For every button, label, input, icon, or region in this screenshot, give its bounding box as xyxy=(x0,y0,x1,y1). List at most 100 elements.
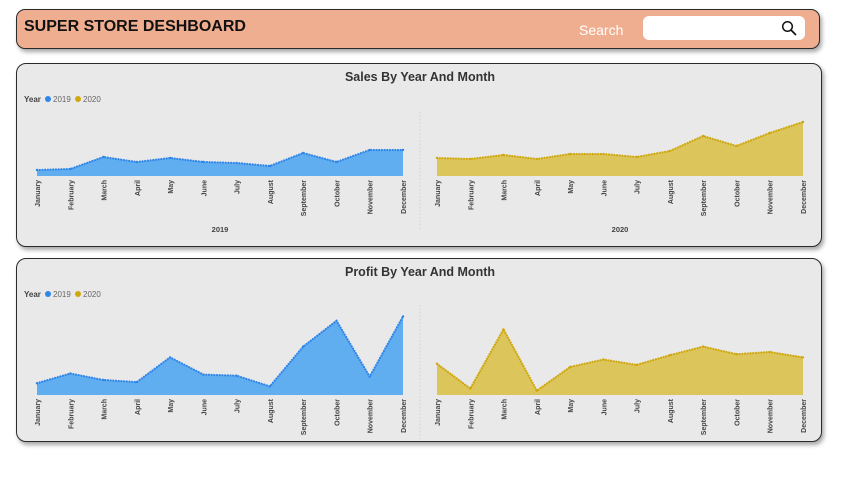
series-2019 xyxy=(35,148,405,176)
month-tick-label: May xyxy=(568,399,575,413)
month-tick-label: March xyxy=(502,399,509,420)
data-point-2020-april[interactable] xyxy=(535,157,538,161)
data-point-2020-january[interactable] xyxy=(435,362,439,365)
data-point-2020-november[interactable] xyxy=(768,131,771,135)
data-point-2019-august[interactable] xyxy=(268,385,272,388)
data-point-2019-august[interactable] xyxy=(268,164,272,168)
area-2020 xyxy=(437,329,803,395)
search-icon[interactable] xyxy=(781,20,797,36)
data-point-2019-october[interactable] xyxy=(335,160,338,164)
month-tick-label: December xyxy=(801,180,808,214)
data-point-2020-august[interactable] xyxy=(668,354,672,357)
data-point-2019-september[interactable] xyxy=(302,151,305,155)
data-point-2020-august[interactable] xyxy=(668,149,672,153)
legend-label-2019[interactable]: 2019 xyxy=(53,290,71,299)
month-tick-label: October xyxy=(734,180,741,207)
data-point-2019-december[interactable] xyxy=(401,315,405,318)
data-point-2020-february[interactable] xyxy=(469,157,472,161)
data-point-2020-october[interactable] xyxy=(735,144,738,148)
legend-marker-2019 xyxy=(45,291,51,297)
month-tick-label: April xyxy=(135,180,142,196)
data-point-2020-april[interactable] xyxy=(535,389,538,392)
profit-chart: Profit By Year And Month Year 2019 2020 Janu… xyxy=(24,265,808,441)
legend-marker-2020 xyxy=(75,291,81,297)
legend-label-2020[interactable]: 2020 xyxy=(83,95,101,104)
data-point-2019-october[interactable] xyxy=(335,319,338,322)
series-2019 xyxy=(35,315,405,395)
data-point-2019-july[interactable] xyxy=(235,374,238,377)
data-point-2020-september[interactable] xyxy=(702,134,705,138)
month-tick-label: April xyxy=(535,399,542,415)
data-point-2019-september[interactable] xyxy=(302,345,305,348)
month-tick-label: September xyxy=(701,180,708,216)
data-point-2019-may[interactable] xyxy=(168,356,172,359)
data-point-2020-january[interactable] xyxy=(435,156,439,160)
data-point-2019-february[interactable] xyxy=(69,372,72,375)
data-point-2020-july[interactable] xyxy=(635,155,638,159)
month-tick-label: January xyxy=(435,399,442,426)
dashboard-header: SUPER STORE DESHBOARD Search xyxy=(16,9,820,49)
search-box[interactable] xyxy=(643,16,805,40)
month-tick-label: May xyxy=(168,180,175,194)
data-point-2019-november[interactable] xyxy=(368,148,371,152)
month-tick-label: December xyxy=(401,180,408,214)
data-point-2020-december[interactable] xyxy=(801,120,805,124)
data-point-2020-october[interactable] xyxy=(735,353,738,356)
line-2019 xyxy=(35,148,405,172)
month-tick-label: August xyxy=(268,398,275,423)
line-2020 xyxy=(435,120,805,161)
month-tick-label: March xyxy=(502,180,509,201)
month-tick-label: May xyxy=(568,180,575,194)
data-point-2019-march[interactable] xyxy=(102,155,105,159)
legend-label-2020[interactable]: 2020 xyxy=(83,290,101,299)
month-tick-label: July xyxy=(235,180,242,194)
data-point-2020-december[interactable] xyxy=(801,356,805,359)
data-point-2020-september[interactable] xyxy=(702,345,705,348)
data-point-2019-january[interactable] xyxy=(35,382,39,385)
month-tick-label: August xyxy=(268,179,275,204)
month-tick-label: February xyxy=(468,180,475,210)
data-point-2019-july[interactable] xyxy=(235,161,238,165)
data-point-2019-february[interactable] xyxy=(69,167,72,171)
data-point-2020-november[interactable] xyxy=(768,350,771,354)
data-point-2020-february[interactable] xyxy=(469,387,472,390)
month-tick-label: April xyxy=(535,180,542,196)
month-tick-label: November xyxy=(768,180,775,215)
data-point-2020-june[interactable] xyxy=(602,152,605,156)
data-point-2019-december[interactable] xyxy=(401,148,405,152)
data-point-2020-may[interactable] xyxy=(568,152,572,156)
data-point-2020-march[interactable] xyxy=(502,328,505,331)
legend-label-2019[interactable]: 2019 xyxy=(53,95,71,104)
line-2020 xyxy=(435,327,805,393)
data-point-2020-march[interactable] xyxy=(502,153,505,157)
legend-marker-2020 xyxy=(75,96,81,102)
data-point-2020-may[interactable] xyxy=(568,365,572,369)
month-tick-label: January xyxy=(35,399,42,426)
month-tick-label: March xyxy=(102,399,109,420)
month-tick-label: September xyxy=(301,180,308,216)
data-point-2019-may[interactable] xyxy=(168,156,172,160)
data-point-2019-april[interactable] xyxy=(135,380,138,384)
month-tick-label: September xyxy=(701,399,708,435)
data-point-2019-june[interactable] xyxy=(202,373,205,376)
series-2020 xyxy=(435,120,805,176)
month-tick-label: September xyxy=(301,399,308,435)
data-point-2019-march[interactable] xyxy=(102,378,105,382)
data-point-2019-january[interactable] xyxy=(35,168,39,172)
year-group-label: 2020 xyxy=(612,225,629,234)
month-tick-label: June xyxy=(601,399,608,415)
legend-title: Year xyxy=(24,290,41,299)
month-tick-label: July xyxy=(635,399,642,413)
month-tick-label: October xyxy=(334,180,341,207)
month-tick-label: August xyxy=(668,179,675,204)
area-2020 xyxy=(437,122,803,176)
data-point-2020-july[interactable] xyxy=(635,363,638,367)
data-point-2019-june[interactable] xyxy=(202,160,205,164)
data-point-2020-june[interactable] xyxy=(602,358,605,361)
search-input[interactable] xyxy=(649,18,778,38)
data-point-2019-november[interactable] xyxy=(368,375,371,378)
month-tick-label: October xyxy=(334,399,341,426)
data-point-2019-april[interactable] xyxy=(135,160,138,164)
area-2019 xyxy=(37,316,403,395)
month-tick-label: June xyxy=(201,180,208,196)
